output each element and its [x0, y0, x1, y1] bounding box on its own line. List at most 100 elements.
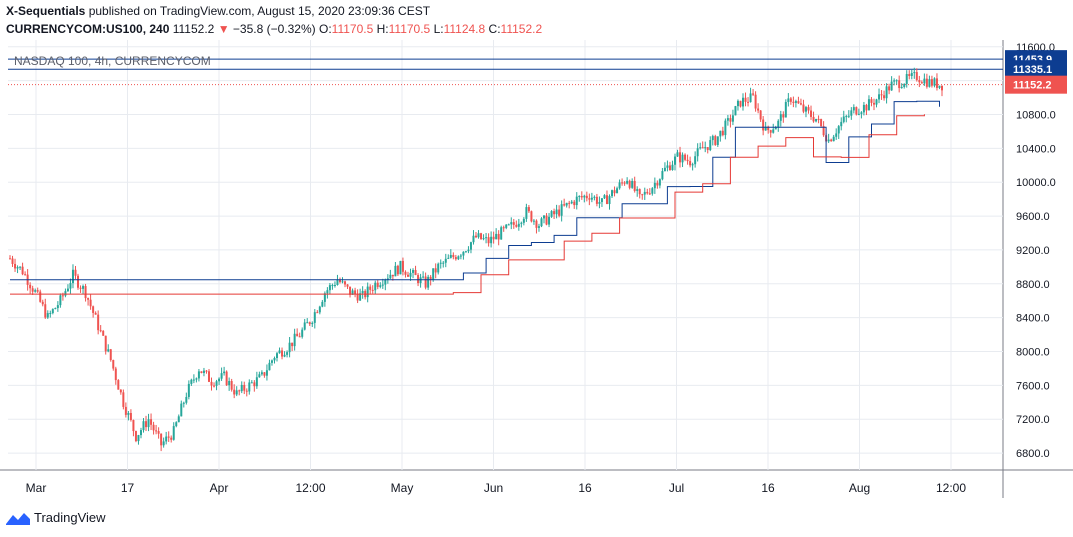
x-tick-label: Jun [484, 481, 503, 495]
y-tick-label: 7600.0 [1016, 380, 1050, 392]
candle-body [170, 437, 173, 440]
change-arrow-icon: ▼ [217, 22, 230, 36]
author-name[interactable]: X-Sequentials [6, 4, 86, 18]
candle-body [341, 281, 344, 283]
candle-body [736, 100, 739, 107]
candle-body [925, 78, 928, 87]
symbol-name[interactable]: CURRENCYCOM:US100, 240 [6, 22, 170, 36]
candle-body [633, 180, 636, 191]
candle-body [44, 304, 47, 318]
candle-body [605, 195, 608, 205]
candle-body [442, 262, 445, 264]
candle-body [61, 295, 64, 297]
candle-body [361, 290, 364, 294]
candle-body [376, 282, 379, 287]
candle-body [545, 215, 548, 225]
candle-body [427, 276, 430, 288]
candle-body [862, 104, 865, 113]
candle-body [459, 255, 462, 257]
candle-body [263, 372, 266, 376]
candle-body [24, 274, 27, 276]
tradingview-footer[interactable]: TradingView [6, 510, 106, 525]
candle-body [764, 126, 767, 131]
x-tick-label: Apr [210, 481, 229, 495]
candle-body [439, 262, 442, 264]
candle-body [505, 224, 508, 228]
candle-body [525, 207, 528, 219]
candle-body [59, 295, 62, 306]
candle-body [666, 165, 669, 168]
candle-body [112, 360, 115, 369]
candle-body [268, 362, 271, 371]
candle-body [880, 94, 883, 96]
candle-body [553, 211, 556, 215]
candle-body [875, 99, 878, 105]
candle-body [449, 254, 452, 258]
price-change: −35.8 (−0.32%) [232, 22, 316, 36]
candle-body [404, 271, 407, 275]
candle-body [628, 180, 631, 188]
candle-body [230, 381, 233, 390]
candle-body [709, 140, 712, 151]
candle-body [452, 254, 455, 258]
price-label-badge [1005, 60, 1067, 79]
candle-body [225, 371, 228, 386]
y-tick-label: 8400.0 [1016, 313, 1050, 325]
candle-body [510, 222, 513, 225]
candle-body [429, 276, 432, 280]
candle-body [585, 195, 588, 199]
candle-body [857, 113, 860, 115]
candle-body [532, 220, 535, 222]
candle-body [661, 171, 664, 180]
candle-body [616, 188, 619, 194]
candle-body [883, 95, 886, 99]
y-tick-label: 10000.0 [1016, 177, 1056, 189]
candle-body [311, 322, 314, 325]
candle-body [389, 274, 392, 279]
candle-body [517, 223, 520, 227]
candle-body [774, 127, 777, 130]
candle-body [321, 301, 324, 307]
candle-body [286, 352, 289, 355]
candle-body [89, 299, 92, 307]
candle-body [316, 312, 319, 314]
candle-body [817, 118, 820, 120]
candle-body [245, 390, 248, 392]
candle-body [374, 282, 377, 291]
candle-body [512, 222, 515, 225]
candle-body [39, 291, 42, 302]
candle-body [276, 353, 279, 358]
candle-body [54, 308, 57, 310]
candle-body [490, 236, 493, 244]
candle-body [621, 182, 624, 184]
candle-body [127, 412, 130, 415]
candle-body [555, 209, 558, 215]
candle-body [187, 383, 190, 397]
candle-body [543, 215, 546, 219]
candle-body [104, 335, 107, 352]
candle-body [568, 202, 571, 204]
y-tick-label: 9600.0 [1016, 211, 1050, 223]
candle-body [716, 136, 719, 145]
candle-body [396, 265, 399, 275]
candle-body [480, 233, 483, 240]
candle-body [200, 371, 203, 373]
candle-body [160, 433, 163, 446]
price-label-badge [1005, 75, 1067, 94]
candle-body [933, 78, 936, 86]
candle-body [565, 202, 568, 206]
candle-body [835, 133, 838, 137]
candle-body [11, 258, 14, 264]
tdst-support-blue-line [10, 100, 940, 281]
y-tick-label: 6800.0 [1016, 448, 1050, 460]
candle-body [643, 191, 646, 195]
candle-body [784, 102, 787, 118]
candle-body [326, 290, 329, 294]
candle-body [694, 156, 697, 165]
x-tick-label: 16 [761, 481, 775, 495]
candle-body [679, 152, 682, 163]
candle-body [623, 182, 626, 184]
close-label: C: [488, 22, 501, 36]
candle-body [941, 85, 943, 91]
